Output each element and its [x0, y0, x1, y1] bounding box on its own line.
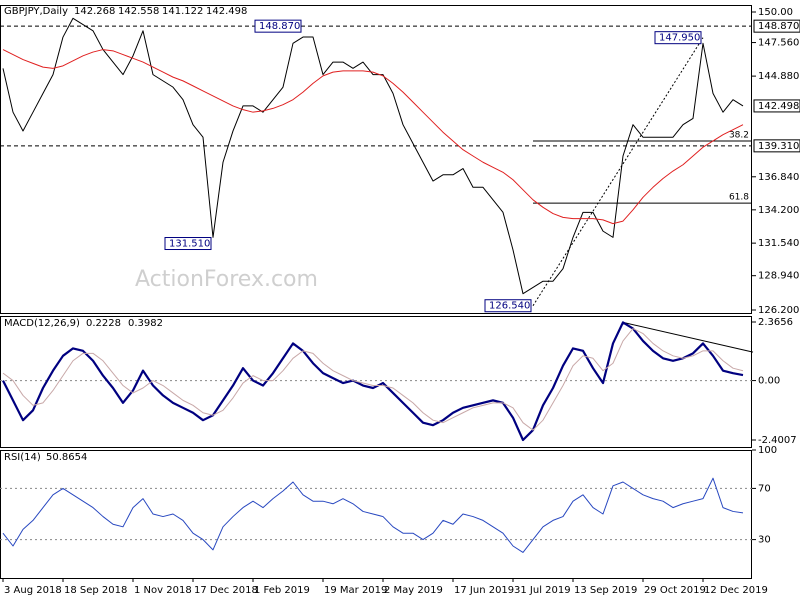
annotation-box: [164, 237, 212, 251]
header-text: 141.122: [162, 6, 203, 17]
annotation-box: [484, 299, 532, 313]
x-tick-label: 13 Sep 2019: [574, 585, 637, 596]
y-tick-label: 136.840: [758, 172, 799, 183]
annotation-label: 131.510: [169, 239, 210, 250]
y-tick-label: 0.00: [758, 376, 780, 387]
panel-border: [0, 450, 752, 579]
series-line: [2, 49, 744, 225]
trend-line: [622, 321, 754, 353]
panel-title: MACD(12,26,9): [4, 318, 80, 329]
y-tick-label: 100: [758, 445, 777, 456]
y-tick-label: 150.00: [758, 7, 793, 18]
level-label: 139.310: [758, 141, 799, 152]
y-tick-label: 2.3656: [758, 317, 793, 328]
x-tick-label: 12 Dec 2019: [704, 585, 768, 596]
x-tick-label: 2 May 2019: [384, 585, 443, 596]
x-tick-label: 31 Jul 2019: [514, 585, 571, 596]
y-tick-label: 144.880: [758, 71, 799, 82]
x-tick-label: 17 Jun 2019: [454, 585, 514, 596]
panel-value: 0.3982: [128, 318, 163, 329]
annotation-box: [254, 19, 302, 33]
x-tick-label: 1 Nov 2018: [134, 585, 192, 596]
y-tick-label: 128.940: [758, 271, 799, 282]
y-tick-label: 30: [758, 535, 771, 546]
x-tick-label: 1 Feb 2019: [254, 585, 310, 596]
panel-border: [0, 316, 752, 448]
price-box: [753, 99, 800, 113]
level-label: 148.870: [758, 21, 799, 32]
watermark: ActionForex.com: [135, 267, 318, 292]
panel-border: [0, 5, 752, 314]
panel-title: RSI(14): [4, 452, 41, 463]
x-tick-label: 3 Aug 2018: [4, 585, 62, 596]
x-tick-label: 29 Oct 2019: [644, 585, 706, 596]
series-line: [2, 321, 744, 442]
x-tick-label: 17 Dec 2018: [194, 585, 258, 596]
price-label: 142.498: [758, 101, 799, 112]
x-tick-label: 19 Mar 2019: [324, 585, 387, 596]
level-box: [753, 19, 800, 33]
y-tick-label: 126.200: [758, 305, 799, 316]
fib-label: 38.2: [729, 130, 749, 140]
series-line: [2, 477, 744, 553]
header-text: GBPJPY,Daily: [4, 6, 68, 17]
x-tick-label: 18 Sep 2018: [64, 585, 127, 596]
annotation-label: 147.950: [659, 33, 700, 44]
y-tick-label: -2.4007: [758, 435, 797, 446]
y-tick-label: 134.200: [758, 205, 799, 216]
header-text: 142.498: [206, 6, 247, 17]
series-line: [2, 17, 744, 295]
fib-label: 61.8: [729, 193, 749, 203]
trend-line: [532, 37, 704, 307]
annotation-box: [654, 31, 702, 45]
y-tick-label: 131.540: [758, 238, 799, 249]
panel-value: 0.2228: [86, 318, 121, 329]
level-box: [753, 139, 800, 153]
header-text: 142.268: [74, 6, 115, 17]
header-text: 142.558: [118, 6, 159, 17]
y-tick-label: 70: [758, 483, 771, 494]
series-line: [2, 328, 744, 431]
annotation-label: 126.540: [489, 301, 530, 312]
annotation-label: 148.870: [259, 21, 300, 32]
y-tick-label: 147.560: [758, 38, 799, 49]
panel-value: 50.8654: [46, 452, 87, 463]
